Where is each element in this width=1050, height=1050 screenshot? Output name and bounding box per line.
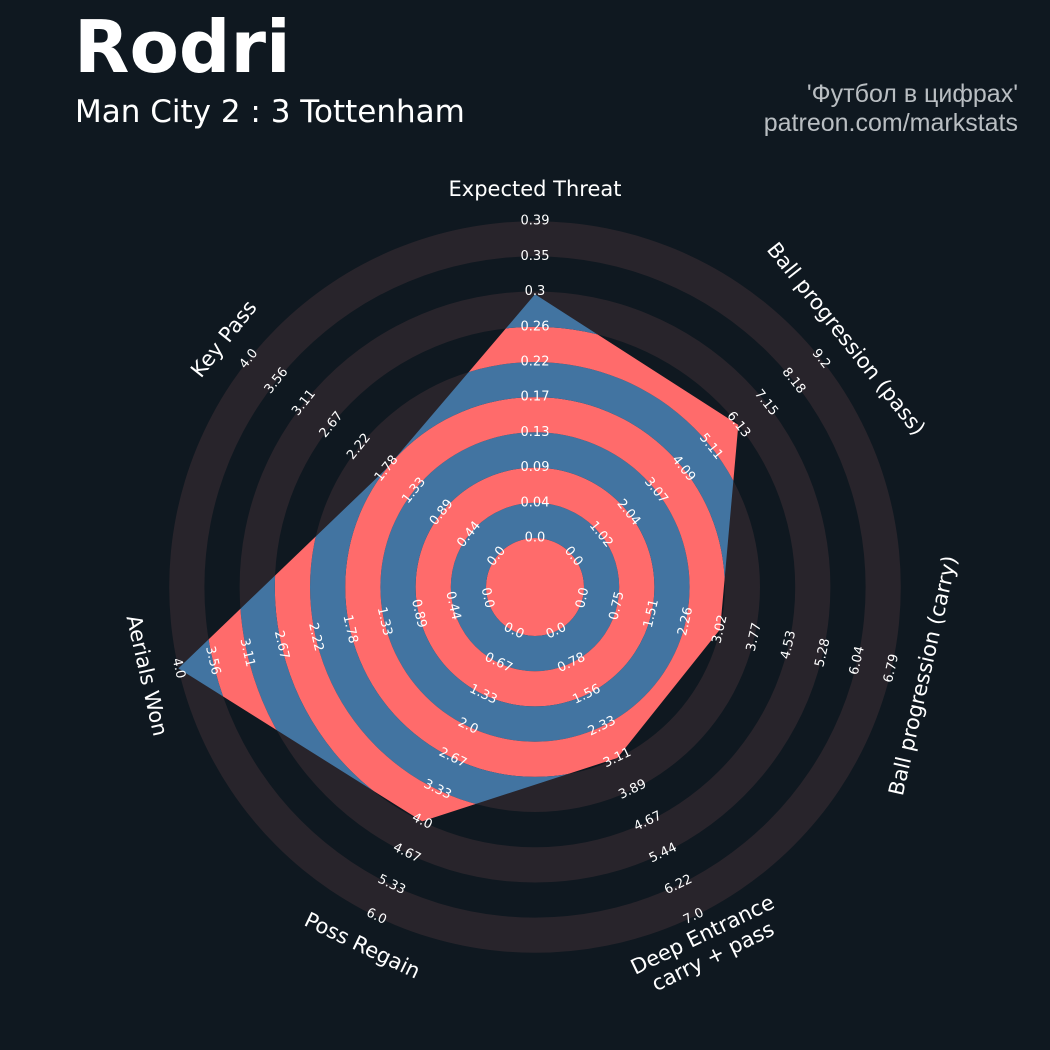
tick-label: 0.22 — [521, 355, 550, 370]
axis-label: Expected Threat — [449, 177, 622, 201]
tick-label: 3.56 — [202, 645, 223, 677]
tick-label: 0.13 — [521, 425, 550, 440]
player-polygon — [178, 294, 739, 822]
tick-label: 3.77 — [744, 621, 765, 653]
tick-label: 0.39 — [521, 214, 550, 229]
tick-label: 0.75 — [607, 590, 628, 622]
tick-label: 0.44 — [442, 590, 463, 622]
tick-label: 1.78 — [339, 613, 360, 645]
tick-label: 6.04 — [847, 645, 868, 677]
tick-label: 0.35 — [521, 249, 550, 264]
center-disc — [486, 538, 584, 636]
tick-label: 1.51 — [641, 598, 662, 630]
tick-label: 0.89 — [408, 598, 429, 630]
tick-label: 0.04 — [521, 495, 550, 510]
credit-line-1: 'Футбол в цифрах' — [806, 80, 1018, 108]
tick-label: 3.02 — [710, 613, 731, 645]
tick-label: 2.22 — [305, 621, 326, 653]
tick-label: 0.0 — [478, 586, 497, 610]
inner-band-blue — [450, 502, 620, 672]
tick-label: 0.26 — [521, 319, 550, 334]
credit-block: 'Футбол в цифрах' patreon.com/markstats — [764, 80, 1018, 138]
tick-label: 0.0 — [525, 531, 546, 546]
axis-label-line: Expected Threat — [449, 177, 622, 201]
tick-label: 1.33 — [374, 606, 395, 638]
tick-label: 5.28 — [812, 637, 833, 669]
tick-label: 2.26 — [675, 606, 696, 638]
tick-label: 2.67 — [271, 629, 292, 661]
player-name: Rodri — [74, 5, 291, 89]
tick-label: 0.3 — [525, 284, 546, 299]
axis-label: Aerials Won — [122, 613, 173, 739]
credit-line-2: patreon.com/markstats — [763, 109, 1018, 137]
tick-label: 0.17 — [521, 390, 550, 405]
tick-label: 4.53 — [778, 629, 799, 661]
tick-label: 0.0 — [573, 586, 592, 610]
inner-band-red — [415, 467, 655, 707]
tick-label: 4.0 — [169, 657, 188, 681]
tick-label: 3.11 — [236, 637, 257, 669]
tick-label: 6.79 — [881, 653, 902, 685]
axis-label-line: Aerials Won — [122, 613, 173, 739]
tick-label: 0.09 — [521, 460, 550, 475]
match-result: Man City 2 : 3 Tottenham — [75, 94, 465, 130]
